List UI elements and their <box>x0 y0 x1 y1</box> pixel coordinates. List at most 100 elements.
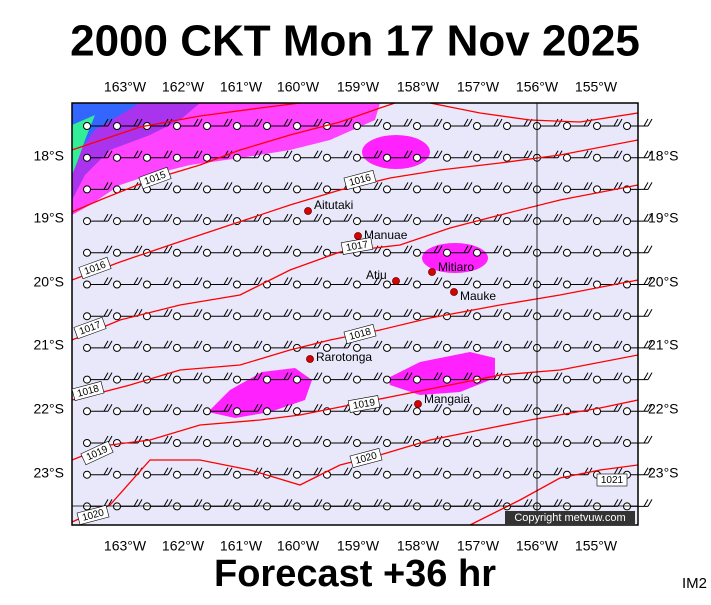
place-label: Mitiaro <box>438 260 474 274</box>
wind-station <box>503 375 511 384</box>
wind-barb <box>463 404 469 412</box>
isobar-value: 1021 <box>601 475 624 486</box>
wind-barb <box>403 372 409 380</box>
wind-barb <box>193 245 199 254</box>
wind-barb <box>313 118 319 127</box>
wind-barb <box>253 150 259 158</box>
wind-station <box>353 217 361 226</box>
wind-station <box>203 407 211 416</box>
wind-barb <box>463 499 469 507</box>
wind-station <box>563 248 571 257</box>
wind-barb <box>137 150 143 158</box>
wind-barb <box>647 118 653 127</box>
wind-barb <box>403 182 409 190</box>
wind-barb <box>433 340 439 349</box>
wind-station <box>233 153 241 162</box>
rain-area <box>208 368 312 418</box>
wind-station <box>203 248 211 257</box>
wind-station <box>383 217 391 226</box>
wind-barb <box>407 213 413 222</box>
wind-station <box>173 185 181 194</box>
isobar-label: 1017 <box>340 237 374 255</box>
wind-barb <box>103 150 109 158</box>
wind-barb <box>373 340 379 349</box>
wind-barb <box>527 499 533 507</box>
wind-barb <box>257 435 263 444</box>
wind-station <box>443 122 451 130</box>
wind-barb <box>613 277 619 285</box>
isobar-label-box <box>76 504 110 526</box>
wind-station <box>143 217 151 226</box>
wind-barb <box>163 499 169 507</box>
wind-station <box>443 343 451 352</box>
wind-station <box>473 343 481 352</box>
wind-barb <box>103 499 109 507</box>
wind-barb <box>407 404 413 412</box>
wind-barb <box>377 308 383 317</box>
wind-barb <box>257 467 263 475</box>
wind-barb <box>527 308 533 317</box>
wind-station <box>173 375 181 384</box>
wind-barb <box>523 245 529 254</box>
wind-station <box>623 312 631 321</box>
wind-station <box>173 312 181 321</box>
wind-barb <box>133 213 139 222</box>
wind-station <box>503 312 511 321</box>
longitude-label: 162°W <box>162 538 205 554</box>
wind-barb <box>317 499 323 507</box>
wind-barb <box>557 404 563 412</box>
wind-barb <box>373 467 379 475</box>
wind-barb <box>437 277 443 285</box>
wind-barb <box>167 499 173 507</box>
wind-station <box>623 343 631 352</box>
latitude-label: 22°S <box>648 401 679 417</box>
wind-barb <box>253 404 259 412</box>
wind-station <box>353 375 361 384</box>
wind-barb <box>407 118 413 127</box>
wind-barb <box>137 340 143 349</box>
wind-station <box>383 185 391 194</box>
wind-station <box>233 470 241 479</box>
wind-barb <box>463 118 469 127</box>
wind-barb <box>137 213 143 222</box>
wind-barb <box>377 467 383 475</box>
wind-barb <box>167 150 173 158</box>
wind-barb <box>463 372 469 380</box>
wind-barb <box>197 435 203 444</box>
wind-barb <box>497 467 503 475</box>
wind-barb <box>253 435 259 444</box>
wind-barb <box>377 340 383 349</box>
wind-barb <box>197 467 203 475</box>
wind-barb <box>557 467 563 475</box>
wind-station <box>443 185 451 194</box>
wind-barb <box>613 467 619 475</box>
wind-station <box>413 122 421 130</box>
isobar <box>71 139 639 281</box>
wind-barb <box>647 404 653 412</box>
wind-barb <box>167 404 173 412</box>
wind-barb <box>583 213 589 222</box>
wind-barb <box>613 213 619 222</box>
wind-station <box>83 122 91 130</box>
wind-station <box>383 375 391 384</box>
wind-barb <box>527 213 533 222</box>
wind-barb <box>317 213 323 222</box>
wind-station <box>203 470 211 479</box>
wind-barb <box>257 245 263 254</box>
wind-barb <box>553 118 559 127</box>
wind-barb <box>343 150 349 158</box>
wind-barb <box>107 404 113 412</box>
wind-barb <box>167 372 173 380</box>
longitude-label: 160°W <box>277 538 320 554</box>
wind-barb <box>647 277 653 285</box>
wind-barb <box>227 372 233 380</box>
wind-barb <box>223 213 229 222</box>
wind-barb <box>587 213 593 222</box>
wind-station <box>413 312 421 321</box>
wind-station <box>443 153 451 162</box>
wind-barb <box>523 435 529 444</box>
wind-barb <box>587 499 593 507</box>
wind-barb <box>613 182 619 190</box>
wind-station <box>353 343 361 352</box>
wind-barb <box>163 245 169 254</box>
